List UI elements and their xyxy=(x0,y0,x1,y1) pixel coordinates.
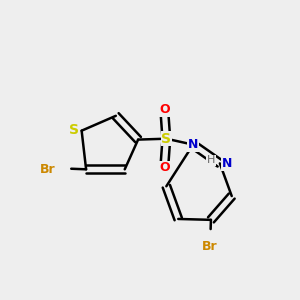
Text: S: S xyxy=(69,123,79,137)
Text: N: N xyxy=(221,158,232,170)
Text: H: H xyxy=(207,155,215,165)
Text: O: O xyxy=(159,161,169,174)
Text: S: S xyxy=(161,132,171,146)
Text: Br: Br xyxy=(202,240,217,253)
Text: Br: Br xyxy=(40,163,55,176)
Text: N: N xyxy=(188,138,198,151)
Text: O: O xyxy=(159,103,169,116)
